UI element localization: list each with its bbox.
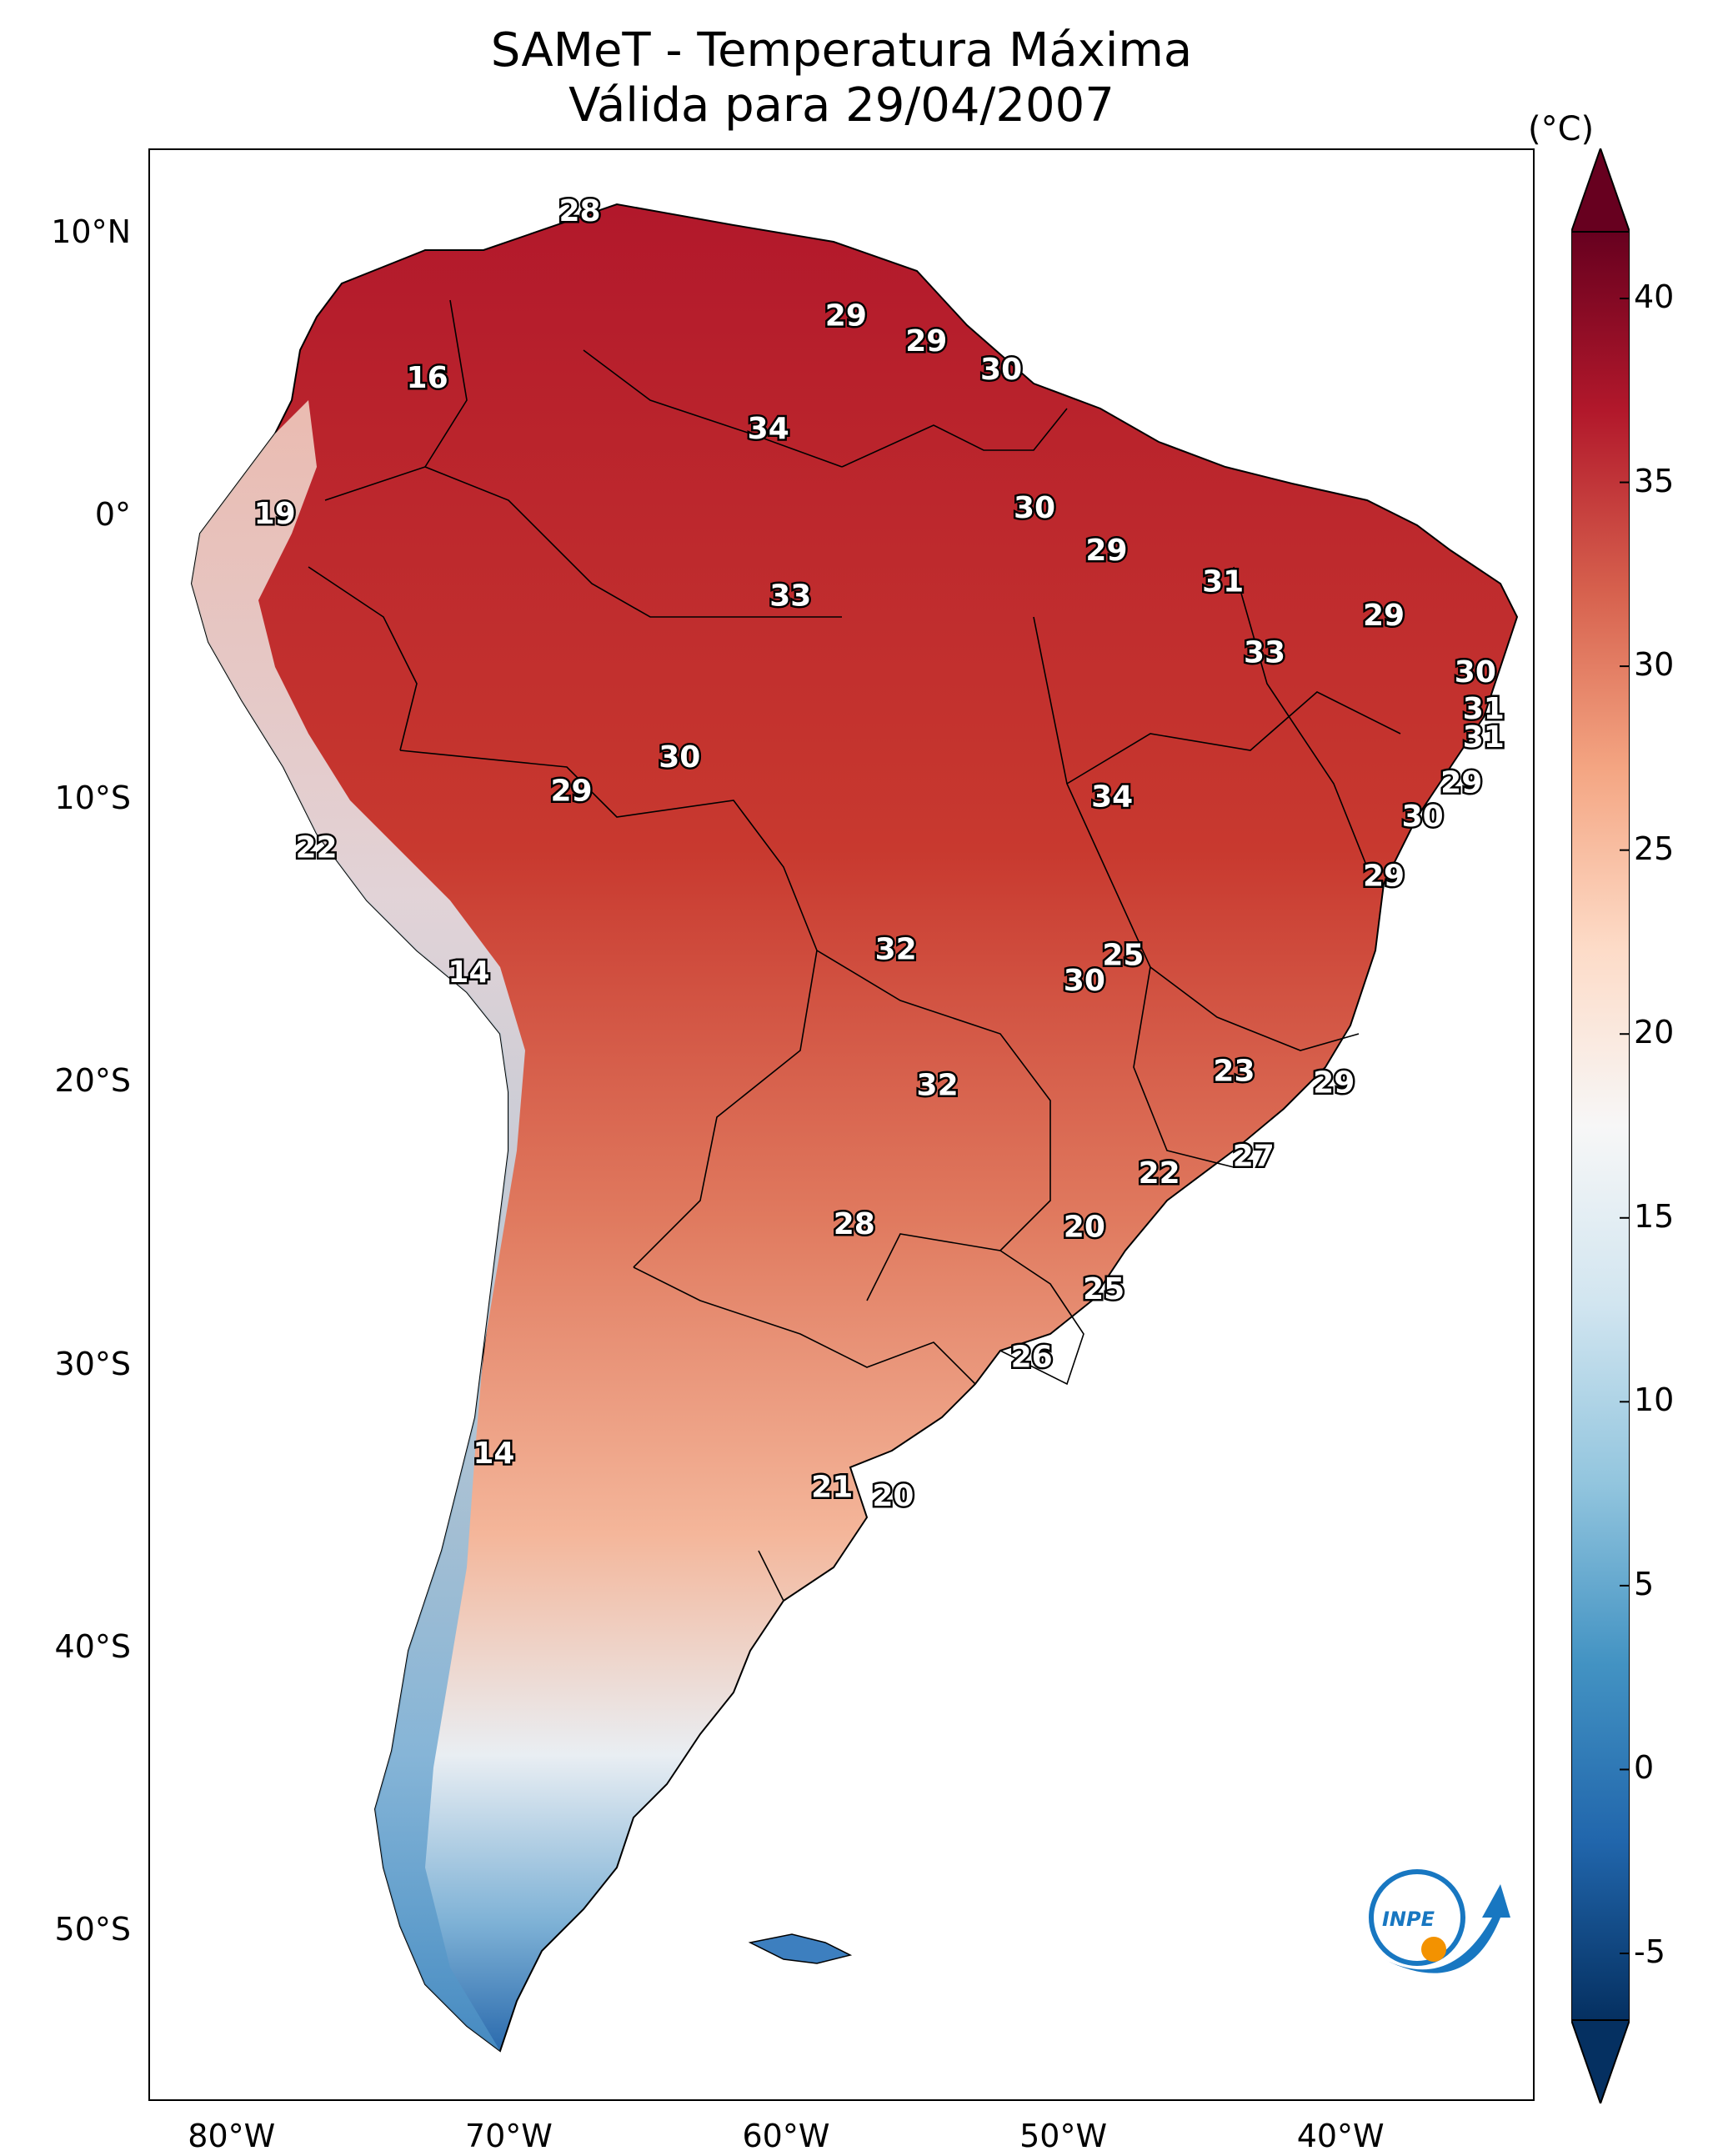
latitude-tick-label: 20°S [54,1062,131,1100]
map-title: SAMeT - Temperatura Máxima Válida para 2… [148,23,1535,133]
city-value-label: 16 [407,361,448,395]
logo-text: INPE [1382,1908,1435,1931]
city-value-label: 21 [811,1471,853,1505]
title-line-2: Válida para 29/04/2007 [568,78,1114,133]
colorbar-body [1571,231,1630,2021]
city-value-label: 33 [1244,635,1285,669]
city-value-label: 29 [550,775,592,809]
city-value-label: 22 [296,831,338,865]
city-value-label: 20 [1064,1210,1105,1244]
city-value-label: 32 [875,933,917,967]
city-value-label: 14 [448,955,489,990]
logo-swoosh [1384,1884,1510,1973]
colorbar-tick-label: 20 [1634,1014,1675,1051]
latitude-tick-label: 50°S [54,1911,131,1948]
city-value-label: 14 [473,1436,514,1471]
colorbar-tick-label: 25 [1634,830,1675,867]
city-value-label: 29 [1363,599,1405,633]
city-value-label: 31 [1463,692,1505,726]
city-value-label: 25 [1083,1272,1124,1306]
city-value-label: 29 [1363,859,1405,893]
colorbar-bottom-arrow [1571,2019,1630,2103]
city-value-label: 31 [1202,564,1244,599]
longitude-tick-label: 40°W [1296,2118,1385,2154]
city-value-label: 20 [872,1479,914,1513]
longitude-tick-label: 80°W [188,2118,276,2154]
city-value-label: 30 [1064,964,1105,998]
latitude-tick-label: 10°N [51,213,131,250]
latitude-tick-label: 30°S [54,1345,131,1382]
city-value-label: 30 [1014,491,1055,525]
map-panel: 28 29 29 30 16 34 19 30 29 31 33 29 33 30 31 31 30 29 29 34… [148,148,1535,2101]
colorbar-tick-label: 10 [1634,1381,1675,1419]
city-value-label: 34 [1091,780,1133,814]
city-value-label: 29 [905,324,947,358]
logo-orange-dot [1421,1937,1446,1962]
city-value-label: 29 [1085,534,1127,568]
city-value-label: 29 [1313,1065,1355,1100]
colorbar-top-arrow [1571,148,1630,233]
city-value-label: 30 [659,740,700,775]
title-line-1: SAMeT - Temperatura Máxima [490,23,1193,78]
colorbar-tick-label: 35 [1634,462,1675,499]
city-value-label: 33 [769,579,811,613]
country-borders [308,299,1401,1602]
longitude-tick-label: 50°W [1019,2118,1108,2154]
city-value-label: 29 [825,298,867,333]
latitude-tick-label: 0° [94,496,131,534]
city-value-label: 34 [748,412,789,446]
falkland-islands [748,1933,853,1964]
city-value-label: 22 [1139,1156,1180,1191]
colorbar-tick-label: 0 [1634,1749,1655,1787]
city-value-label: 28 [834,1207,875,1241]
city-value-label: 19 [254,497,296,531]
latitude-tick-label: 40°S [54,1627,131,1665]
city-value-label: 30 [1402,800,1444,834]
longitude-tick-label: 60°W [742,2118,830,2154]
colorbar-tick-label: -5 [1634,1933,1665,1970]
longitude-tick-label: 70°W [464,2118,553,2154]
andes-cold-region [192,400,525,2051]
city-value-label: 26 [1011,1341,1053,1375]
city-value-label: 31 [1463,720,1505,755]
logo-ring [1369,1869,1465,1966]
colorbar [1571,148,1630,2103]
city-value-label: 30 [1455,655,1496,689]
colorbar-tick-label: 40 [1634,278,1675,315]
latitude-tick-label: 10°S [54,779,131,816]
city-value-label: 32 [917,1069,959,1103]
city-value-label: 23 [1213,1055,1255,1089]
colorbar-tick-label: 5 [1634,1565,1655,1602]
city-value-label: 29 [1440,765,1482,800]
colorbar-unit: (°C) [1528,110,1595,148]
city-value-label: 25 [1102,939,1144,973]
colorbar-tick-label: 30 [1634,646,1675,684]
city-value-label: 28 [558,194,600,228]
colorbar-ticks [1620,298,1630,1954]
inpe-logo: INPE [1369,1869,1510,1973]
colorbar-tick-label: 15 [1634,1197,1675,1235]
city-value-label: 27 [1233,1140,1275,1174]
city-value-label: 30 [980,353,1022,387]
